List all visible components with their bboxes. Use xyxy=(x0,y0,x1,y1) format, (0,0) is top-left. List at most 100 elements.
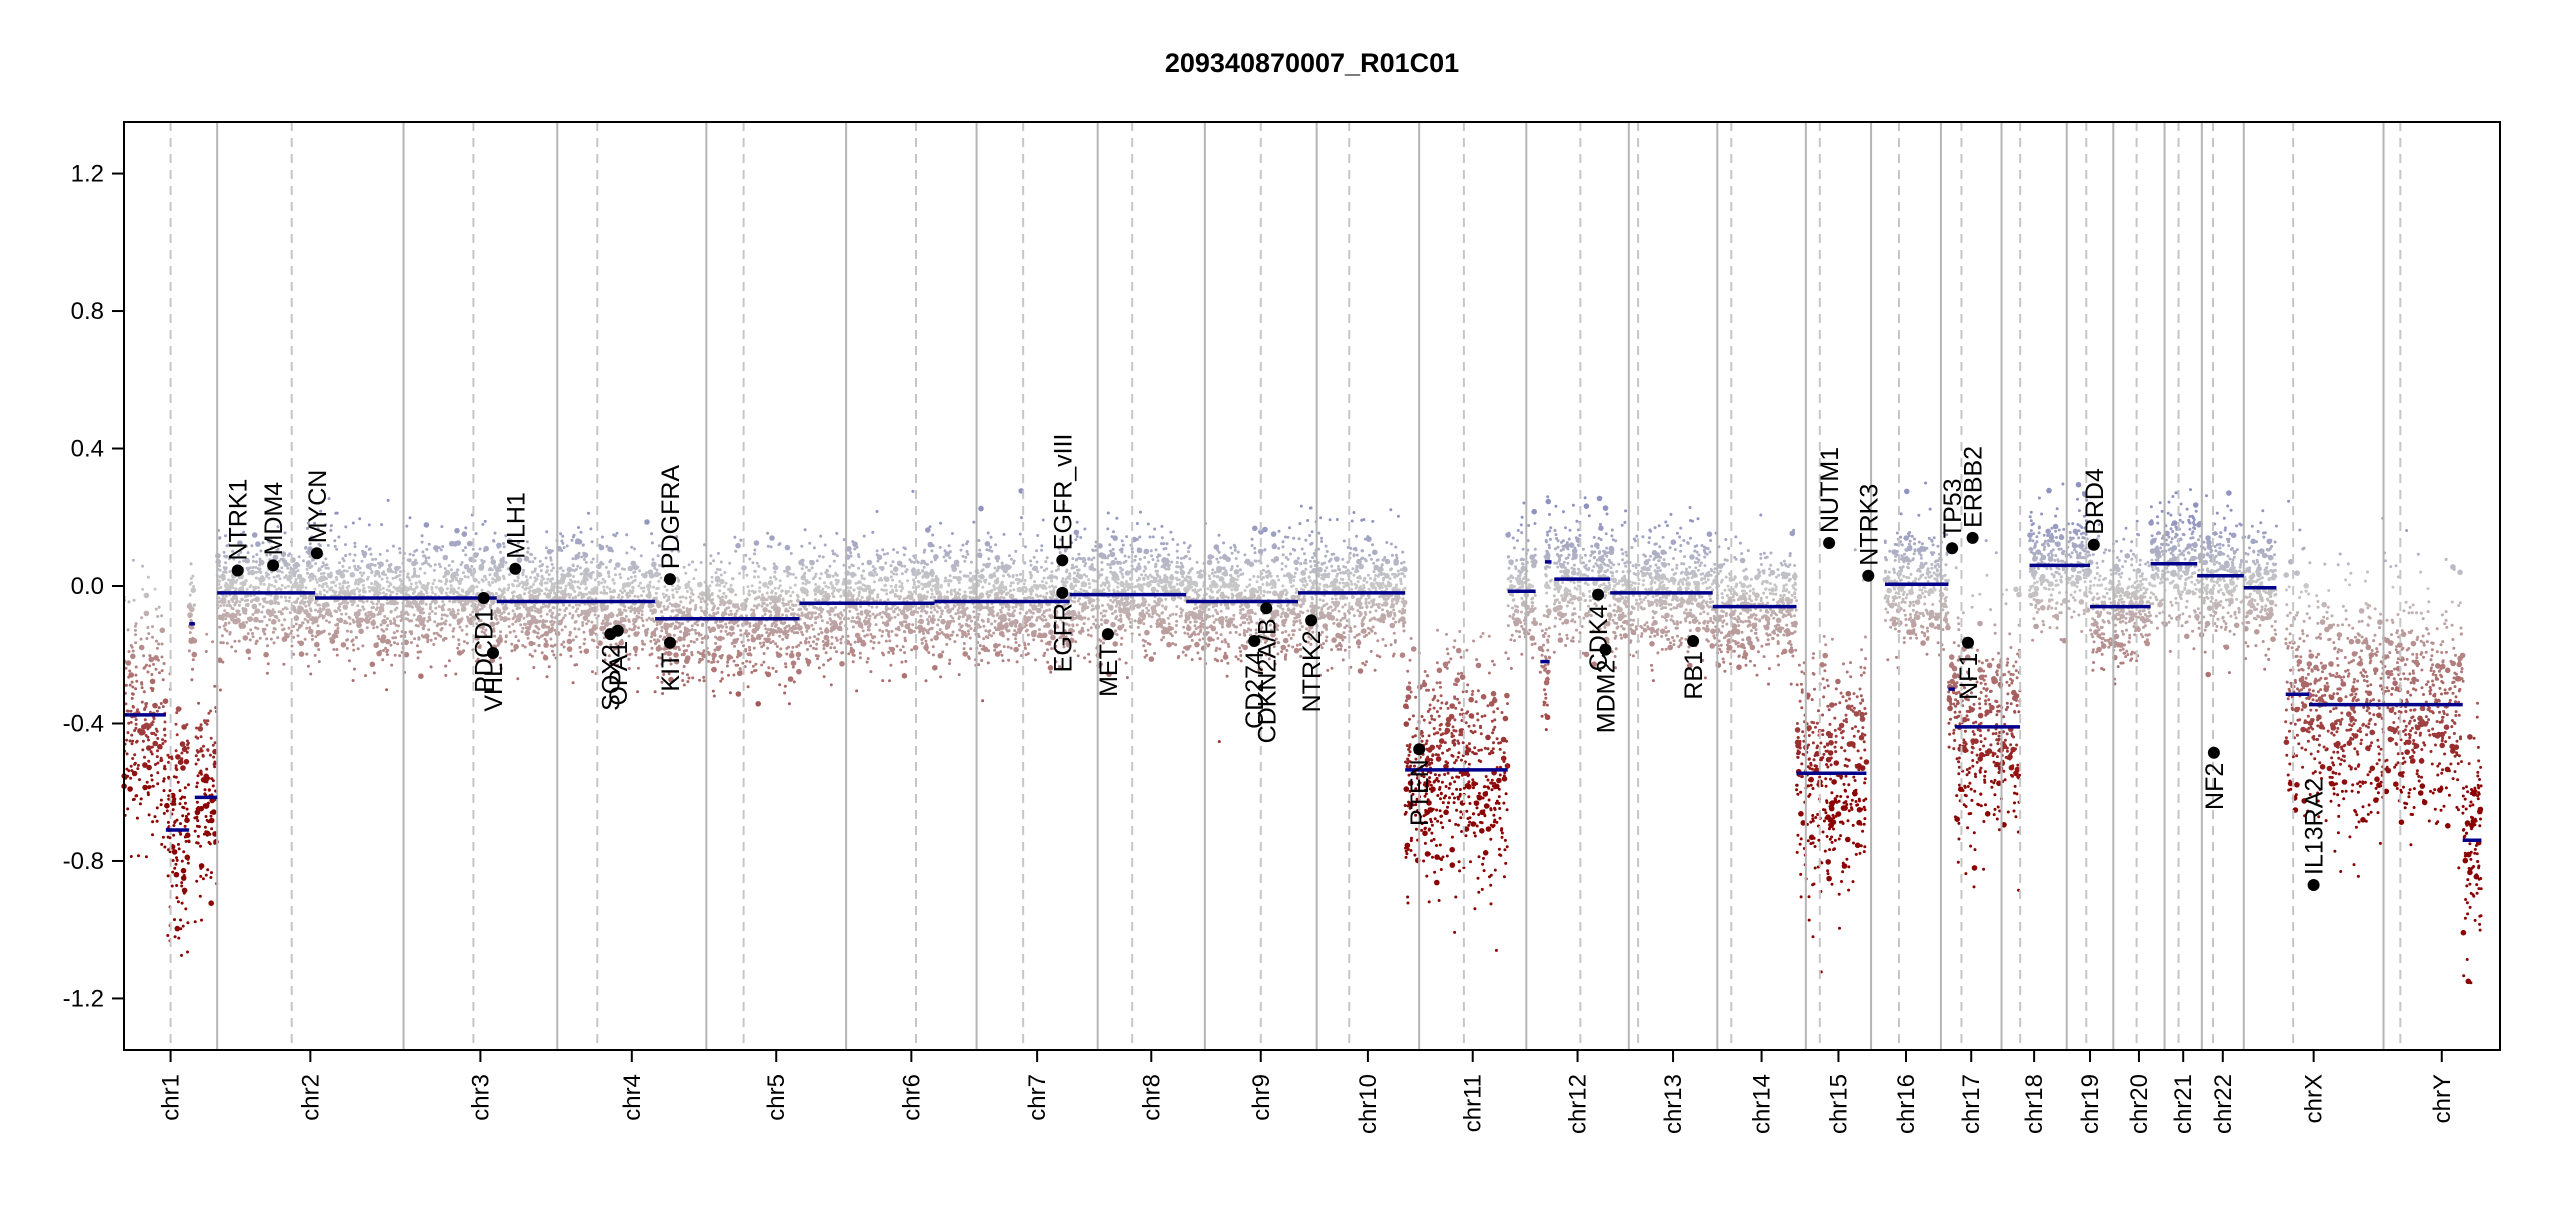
probe-point xyxy=(779,621,783,625)
probe-point xyxy=(373,574,377,578)
probe-point xyxy=(476,552,479,556)
probe-point xyxy=(659,601,663,605)
probe-point xyxy=(552,653,556,657)
probe-point xyxy=(262,582,266,586)
probe-point xyxy=(154,763,157,766)
probe-point xyxy=(152,740,158,747)
probe-point xyxy=(289,580,293,584)
probe-point xyxy=(651,604,655,608)
probe-point xyxy=(540,575,544,579)
probe-point xyxy=(147,747,151,751)
probe-point xyxy=(502,590,506,594)
probe-point xyxy=(351,679,355,682)
probe-point xyxy=(146,670,150,674)
probe-point xyxy=(831,592,834,595)
probe-point xyxy=(521,571,525,575)
probe-point xyxy=(173,799,176,803)
probe-point xyxy=(806,663,810,667)
probe-point xyxy=(191,651,198,658)
probe-point xyxy=(869,591,872,595)
probe-point xyxy=(957,581,961,585)
probe-point xyxy=(478,565,485,571)
probe-point xyxy=(451,635,455,639)
probe-point xyxy=(787,600,791,604)
probe-point xyxy=(170,884,174,888)
probe-point xyxy=(810,623,814,627)
probe-point xyxy=(910,612,914,616)
probe-point xyxy=(930,592,934,596)
probe-point xyxy=(748,660,752,664)
probe-point xyxy=(276,636,280,640)
probe-point xyxy=(858,617,862,621)
probe-point xyxy=(857,622,864,628)
probe-point xyxy=(547,665,551,669)
probe-point xyxy=(794,576,798,580)
probe-point xyxy=(872,574,876,578)
probe-point xyxy=(727,606,731,610)
probe-point xyxy=(795,651,802,658)
probe-point xyxy=(711,652,717,658)
probe-point xyxy=(716,606,720,610)
probe-point xyxy=(907,594,914,601)
probe-point xyxy=(723,608,727,612)
probe-point xyxy=(562,616,566,620)
probe-point xyxy=(624,609,628,613)
probe-point xyxy=(880,634,884,638)
probe-point xyxy=(242,530,246,534)
probe-point xyxy=(814,592,817,596)
probe-point xyxy=(361,583,365,587)
probe-point xyxy=(393,641,396,645)
probe-point xyxy=(783,627,787,630)
probe-point xyxy=(451,600,455,604)
probe-point xyxy=(911,623,915,627)
probe-point xyxy=(245,648,252,655)
probe-point xyxy=(821,590,825,594)
probe-point xyxy=(157,642,161,646)
probe-point xyxy=(342,559,346,563)
probe-point xyxy=(584,611,591,618)
probe-point xyxy=(538,559,542,563)
probe-point xyxy=(385,653,389,657)
probe-point xyxy=(365,577,369,581)
probe-point xyxy=(462,640,466,644)
probe-point xyxy=(365,626,369,630)
probe-point xyxy=(338,582,342,586)
probe-point xyxy=(745,659,749,663)
probe-point xyxy=(850,563,854,567)
probe-point xyxy=(160,614,164,618)
probe-point xyxy=(137,854,140,858)
probe-point xyxy=(930,619,934,623)
probe-point xyxy=(718,603,722,607)
probe-point xyxy=(191,667,194,671)
probe-point xyxy=(833,613,837,617)
probe-point xyxy=(266,662,270,666)
probe-point xyxy=(185,750,189,754)
probe-point xyxy=(613,534,617,538)
probe-point xyxy=(150,673,154,676)
probe-point xyxy=(690,653,694,657)
probe-point xyxy=(164,802,170,809)
probe-point xyxy=(353,564,357,568)
probe-point xyxy=(408,559,412,563)
probe-point xyxy=(899,648,903,652)
probe-point xyxy=(491,577,495,581)
probe-point xyxy=(307,546,313,552)
probe-point xyxy=(761,593,764,597)
probe-point xyxy=(725,625,729,629)
probe-point xyxy=(211,640,215,644)
probe-point xyxy=(187,649,191,653)
probe-point xyxy=(872,580,876,584)
probe-point xyxy=(819,627,823,631)
probe-point xyxy=(692,577,696,581)
probe-point xyxy=(296,573,303,580)
probe-point xyxy=(195,824,199,828)
probe-point xyxy=(812,606,816,609)
probe-point xyxy=(948,574,952,578)
probe-point xyxy=(521,626,525,630)
probe-point xyxy=(686,673,689,677)
probe-point xyxy=(818,554,822,558)
probe-point xyxy=(281,636,288,642)
probe-point xyxy=(896,613,900,617)
probe-point xyxy=(775,645,779,648)
probe-point xyxy=(760,663,764,667)
